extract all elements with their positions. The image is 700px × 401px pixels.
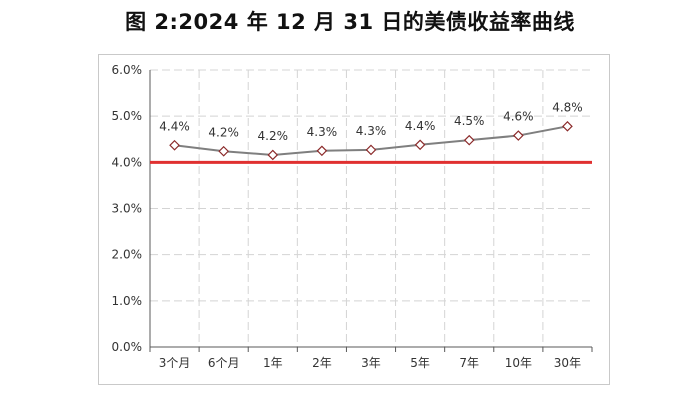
data-point-marker: [562, 120, 573, 132]
y-tick-label: 5.0%: [112, 109, 143, 123]
x-tick-label: 1年: [263, 356, 283, 370]
x-tick-label: 3个月: [159, 356, 191, 370]
x-tick-label: 10年: [505, 356, 532, 370]
x-tick-label: 7年: [459, 356, 479, 370]
y-tick-label: 6.0%: [112, 63, 143, 77]
chart-frame: [98, 54, 610, 385]
y-tick-label: 0.0%: [112, 340, 143, 354]
data-point-marker: [365, 144, 377, 156]
data-label: 4.4%: [405, 119, 436, 133]
x-tick-label: 3年: [361, 356, 381, 370]
data-point-marker: [512, 130, 524, 141]
y-tick-label: 2.0%: [112, 248, 143, 262]
data-label: 4.2%: [208, 125, 239, 139]
y-tick-label: 1.0%: [112, 294, 143, 308]
data-label: 4.3%: [307, 125, 338, 139]
data-point-marker: [169, 139, 180, 151]
y-tick-label: 3.0%: [112, 202, 143, 216]
data-point-marker: [267, 149, 279, 161]
data-point-marker: [414, 139, 426, 151]
data-label: 4.6%: [503, 110, 534, 124]
data-label: 4.4%: [159, 119, 190, 133]
data-point-marker: [218, 145, 230, 157]
data-point-marker: [316, 145, 328, 157]
x-tick-label: 2年: [312, 356, 332, 370]
data-label: 4.2%: [258, 129, 289, 143]
data-label: 4.3%: [356, 124, 387, 138]
data-label: 4.8%: [552, 100, 583, 114]
x-tick-label: 6个月: [208, 356, 240, 370]
data-label: 4.5%: [454, 114, 485, 128]
chart-title: 图 2:2024 年 12 月 31 日的美债收益率曲线: [125, 10, 575, 34]
data-point-marker: [463, 134, 475, 146]
y-tick-label: 4.0%: [112, 155, 143, 169]
x-tick-label: 5年: [410, 356, 430, 370]
x-tick-label: 30年: [554, 356, 581, 370]
